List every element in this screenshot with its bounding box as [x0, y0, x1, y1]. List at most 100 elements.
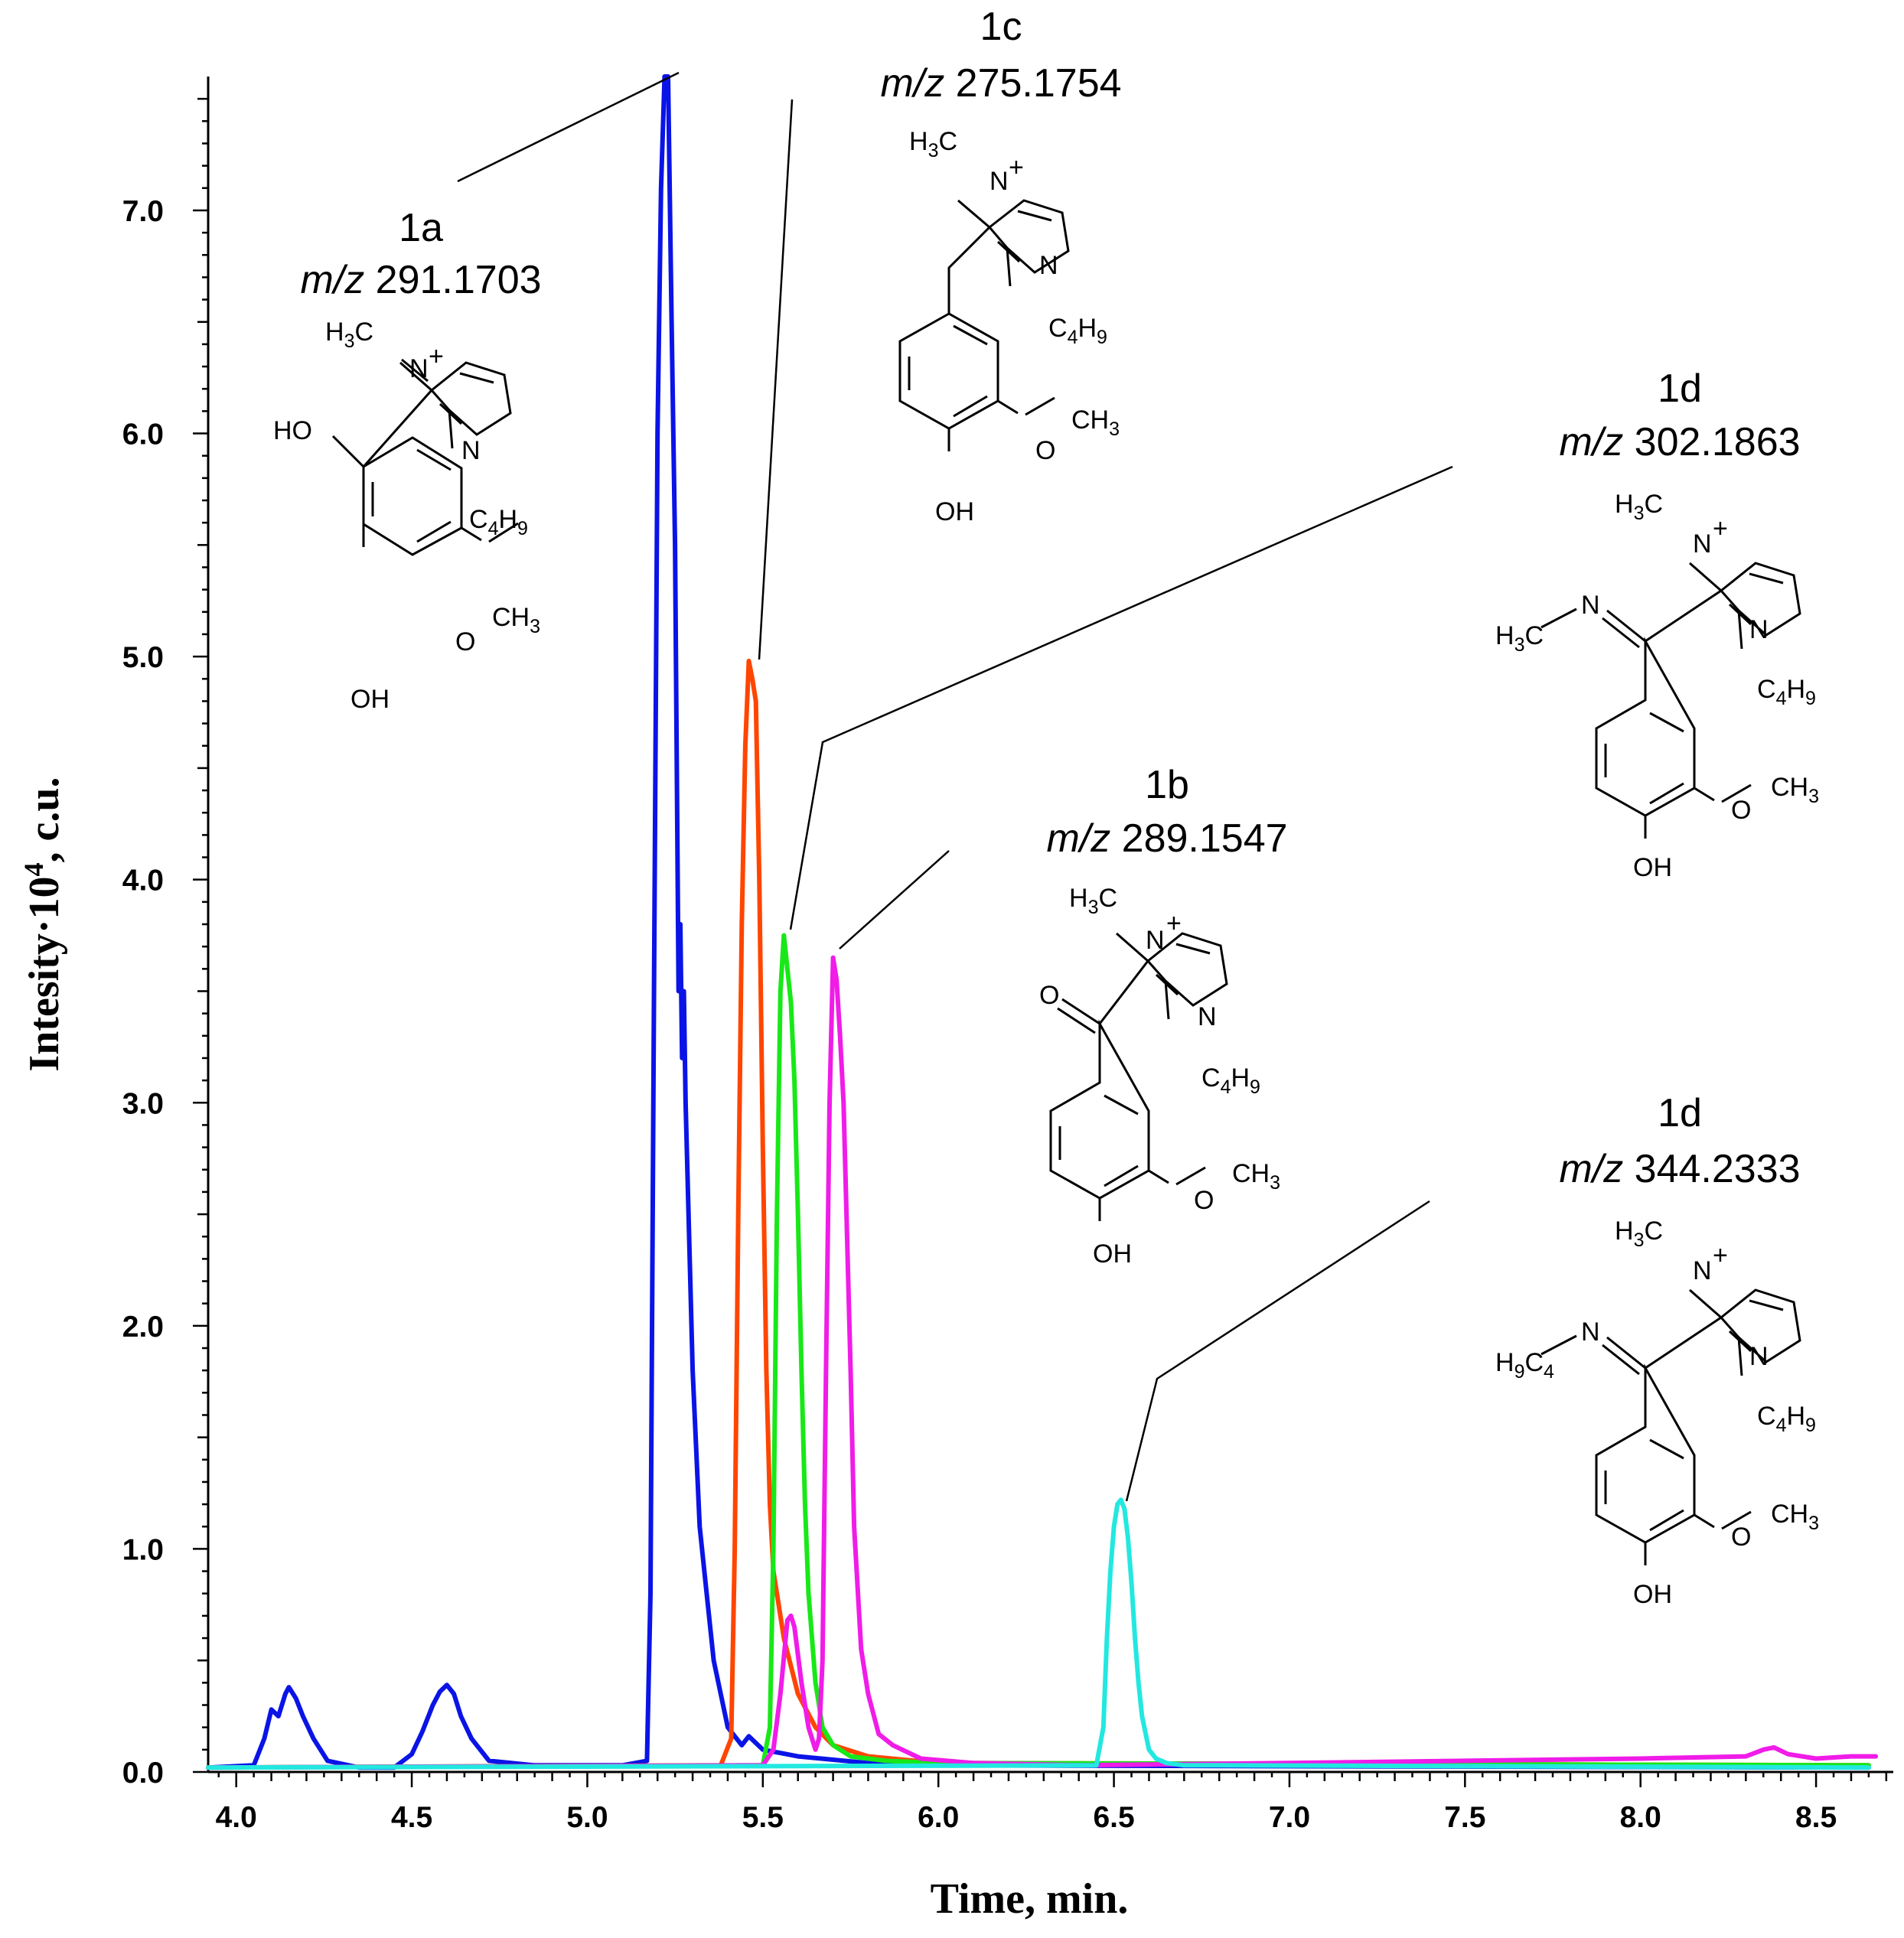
leader-line-1c	[758, 99, 794, 660]
x-tick-label: 6.0	[918, 1801, 959, 1834]
svg-text:CH3: CH3	[1771, 773, 1819, 807]
y-tick-label: 2.0	[122, 1311, 164, 1344]
svg-text:H3C: H3C	[1615, 1217, 1663, 1251]
x-tick-label: 4.5	[391, 1801, 432, 1834]
svg-text:OH: OH	[350, 685, 390, 714]
compound-label: 1d	[1658, 1091, 1702, 1135]
svg-text:N: N	[1581, 1318, 1600, 1347]
svg-text:CH3: CH3	[492, 603, 540, 637]
svg-text:C4H9: C4H9	[1757, 675, 1816, 709]
svg-text:H3C: H3C	[325, 318, 373, 352]
y-tick-label: 5.0	[122, 641, 164, 674]
structure-1d-302: H3C N + N C4H9 N H3C O CH3 OH	[1495, 490, 1819, 882]
svg-text:OH: OH	[1093, 1239, 1132, 1269]
y-tick-label: 6.0	[122, 419, 164, 451]
svg-text:O: O	[1194, 1186, 1214, 1215]
svg-text:N: N	[989, 167, 1009, 196]
svg-text:O: O	[1035, 436, 1055, 465]
svg-text:O: O	[1039, 981, 1059, 1010]
x-tick-label: 8.0	[1620, 1801, 1661, 1834]
svg-text:O: O	[1731, 1523, 1751, 1552]
svg-text:H3C: H3C	[1615, 490, 1663, 524]
svg-text:N: N	[1146, 926, 1165, 955]
svg-text:+: +	[1713, 1241, 1728, 1270]
svg-text:+: +	[429, 342, 444, 371]
svg-text:N: N	[1693, 1256, 1712, 1285]
svg-text:N: N	[1039, 251, 1058, 280]
mz-label: m/z 291.1703	[300, 258, 541, 302]
svg-text:O: O	[455, 627, 475, 656]
svg-text:H3C: H3C	[1069, 884, 1117, 918]
mz-label: m/z 302.1863	[1559, 420, 1800, 464]
svg-text:CH3: CH3	[1071, 406, 1120, 440]
x-tick-label: 6.5	[1093, 1801, 1134, 1834]
svg-text:OH: OH	[1633, 853, 1672, 882]
annotation-1c: 1c m/z 275.1754	[880, 5, 1121, 106]
structure-1d-344: H3C N + N C4H9 N H9C4 O CH3 OH	[1495, 1217, 1819, 1609]
x-axis-ticks: 4.0 4.5 5.0 5.5 6.0 6.5 7.0 7.5 8.0 8.5	[216, 1772, 1888, 1834]
series-line-1	[206, 74, 1871, 1770]
svg-text:N: N	[1749, 615, 1769, 644]
leader-line-1b	[839, 850, 950, 949]
leader-line-1d-302	[789, 465, 1453, 930]
svg-text:H3C: H3C	[1495, 621, 1544, 656]
y-tick-label: 3.0	[122, 1087, 164, 1120]
mz-label: m/z 275.1754	[880, 61, 1121, 106]
svg-text:O: O	[1731, 796, 1751, 825]
y-tick-label: 0.0	[122, 1757, 164, 1790]
structure-1b: H3C N + N C4H9 O O CH3 OH	[1039, 884, 1280, 1269]
svg-text:N: N	[1693, 529, 1712, 559]
svg-text:+: +	[1166, 909, 1182, 938]
x-tick-label: 5.0	[566, 1801, 608, 1834]
x-tick-label: 4.0	[216, 1801, 257, 1834]
structure-1a: H3C N + N C4H9 HO O CH3 OH	[273, 318, 540, 714]
svg-text:H3C: H3C	[909, 127, 957, 161]
svg-text:N: N	[1581, 591, 1600, 620]
series-group	[206, 74, 1879, 1770]
svg-text:OH: OH	[935, 497, 974, 526]
svg-text:C4H9: C4H9	[1048, 314, 1107, 348]
annotation-1b: 1b m/z 289.1547	[1046, 763, 1287, 861]
svg-text:C4H9: C4H9	[1201, 1063, 1260, 1098]
annotation-1d-344: 1d m/z 344.2333	[1559, 1091, 1800, 1191]
svg-text:C4H9: C4H9	[1757, 1402, 1816, 1436]
compound-label: 1a	[399, 206, 443, 250]
structure-1c: H3C N + N C4H9 O CH3 OH	[898, 127, 1120, 526]
x-tick-label: 5.5	[742, 1801, 784, 1834]
annotation-1d-302: 1d m/z 302.1863	[1559, 366, 1800, 464]
svg-text:N: N	[461, 436, 481, 465]
mz-label: m/z 344.2333	[1559, 1147, 1800, 1191]
compound-label: 1d	[1658, 366, 1702, 411]
y-tick-label: 4.0	[122, 865, 164, 897]
y-tick-label: 1.0	[122, 1533, 164, 1566]
leader-line-1d-344	[1125, 1200, 1430, 1502]
svg-text:OH: OH	[1633, 1580, 1672, 1609]
x-axis-title: Time, min.	[931, 1875, 1129, 1923]
x-tick-label: 7.5	[1444, 1801, 1485, 1834]
svg-text:H9C4: H9C4	[1495, 1348, 1554, 1383]
svg-text:C4H9: C4H9	[469, 505, 528, 539]
y-tick-label: 7.0	[122, 195, 164, 228]
annotation-1a: 1a m/z 291.1703	[300, 206, 541, 302]
mz-label: m/z 289.1547	[1046, 816, 1287, 861]
leader-line-1a	[457, 71, 680, 183]
y-axis-title: Intesity·104, c.u.	[18, 777, 68, 1071]
x-tick-label: 7.0	[1269, 1801, 1310, 1834]
compound-label: 1c	[980, 5, 1022, 49]
y-axis-ticks: 0.0 1.0 2.0 3.0 4.0 5.0 6.0 7.0	[122, 97, 208, 1790]
svg-text:CH3: CH3	[1771, 1500, 1819, 1534]
svg-text:N: N	[1198, 1002, 1217, 1031]
svg-text:+: +	[1009, 153, 1024, 182]
svg-text:HO: HO	[273, 416, 312, 445]
svg-text:N: N	[409, 354, 429, 383]
svg-text:N: N	[1749, 1342, 1769, 1371]
x-tick-label: 8.5	[1795, 1801, 1837, 1834]
svg-text:CH3: CH3	[1232, 1159, 1280, 1194]
series-line-3	[206, 933, 1871, 1770]
compound-label: 1b	[1145, 763, 1189, 807]
series-line-4	[206, 955, 1879, 1770]
series-line-5	[206, 1497, 1871, 1770]
leader-lines	[457, 71, 1453, 1502]
series-line-2	[206, 658, 1871, 1770]
